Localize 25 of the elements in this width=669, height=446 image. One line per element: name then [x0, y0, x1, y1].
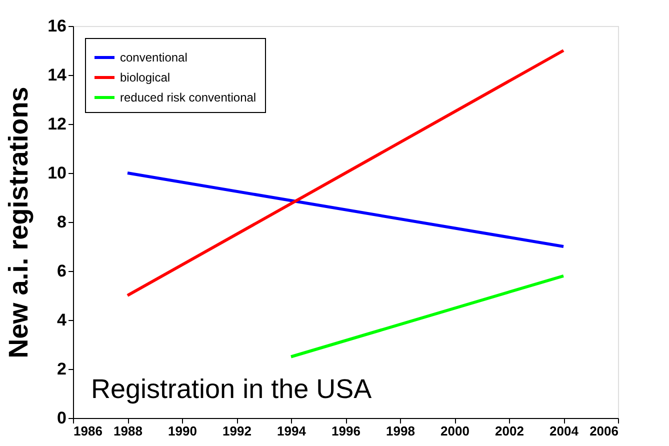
y-tick-label: 8 [57, 212, 66, 232]
y-tick-label: 0 [57, 408, 66, 428]
legend-label: biological [120, 70, 170, 84]
annotation: Registration in the USA [91, 374, 372, 404]
y-axis-title: New a.i. registrations [4, 86, 34, 358]
x-tick-label: 1996 [332, 424, 360, 438]
y-tick-label: 2 [57, 360, 66, 378]
x-tick-label: 2002 [495, 424, 524, 438]
y-tick-label: 6 [57, 262, 66, 280]
y-tick-label: 16 [48, 16, 66, 36]
legend-label: reduced risk conventional [120, 90, 256, 104]
x-tick-label: 1988 [114, 424, 142, 438]
y-tick-label: 14 [48, 66, 68, 84]
x-tick-label: 1992 [222, 424, 252, 438]
legend-label: conventional [120, 50, 188, 64]
x-tick-label: 1998 [386, 424, 415, 438]
y-tick-label: 12 [48, 114, 66, 134]
y-tick-label: 10 [48, 164, 66, 182]
x-tick-label: 2006 [590, 424, 618, 438]
x-tick-label: 1986 [74, 424, 102, 438]
y-tick-label: 4 [57, 310, 68, 330]
x-tick-label: 2004 [550, 424, 580, 438]
x-tick-label: 1994 [277, 424, 307, 438]
x-tick-label: 2000 [440, 424, 470, 438]
x-tick-label: 1990 [168, 424, 197, 438]
